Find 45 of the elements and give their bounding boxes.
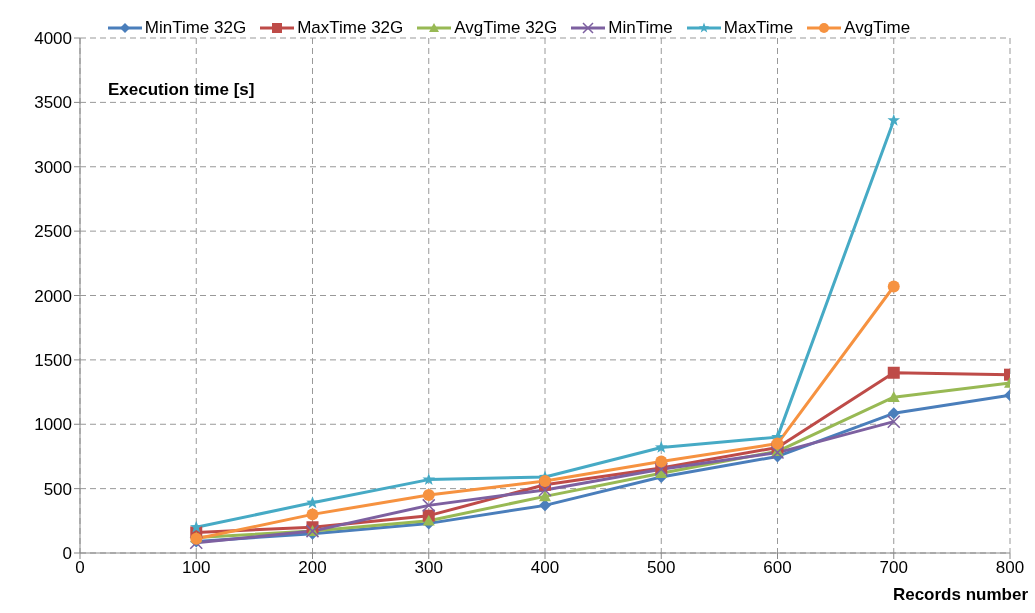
legend-label: MaxTime 32G (297, 18, 404, 38)
y-tick-label: 3000 (34, 157, 72, 177)
x-tick-label: 0 (75, 558, 85, 578)
point (306, 496, 319, 509)
legend-label: AvgTime 32G (454, 18, 558, 38)
x-tick-label: 200 (298, 558, 327, 578)
x-axis-title: Records number (892, 585, 1028, 605)
x-tick-label: 400 (530, 558, 560, 578)
point (422, 514, 435, 526)
point (887, 113, 901, 126)
legend-label: MinTime (608, 18, 673, 38)
point (655, 455, 668, 468)
point (538, 483, 552, 497)
point (422, 498, 436, 513)
point (887, 391, 900, 403)
point (539, 474, 551, 487)
y-tick-label: 3500 (34, 93, 72, 113)
point (539, 490, 551, 502)
y-tick-label: 1000 (34, 415, 72, 435)
point (422, 489, 435, 502)
legend-label: MaxTime (723, 18, 794, 38)
y-axis-title: Execution time [s] (108, 80, 255, 100)
point (654, 440, 668, 453)
x-tick-label: 700 (879, 558, 908, 578)
x-tick-label: 100 (182, 558, 211, 578)
point (189, 520, 203, 533)
y-tick-label: 4000 (34, 29, 72, 49)
y-tick-label: 1500 (34, 350, 72, 370)
y-tick-label: 2000 (34, 286, 72, 306)
point (887, 366, 900, 379)
point (771, 437, 784, 450)
x-tick-label: 800 (995, 558, 1025, 578)
y-tick-label: 0 (62, 544, 72, 564)
x-tick-label: 600 (763, 558, 792, 578)
y-tick-label: 500 (43, 479, 72, 499)
point (887, 280, 900, 293)
point (422, 473, 436, 485)
legend-label: AvgTime (844, 18, 911, 38)
x-tick-label: 500 (647, 558, 676, 578)
y-tick-label: 2500 (34, 222, 72, 242)
point (887, 414, 901, 429)
point (306, 508, 319, 521)
x-tick-label: 300 (414, 558, 443, 578)
point (887, 407, 900, 420)
legend-label: MinTime 32G (144, 18, 247, 38)
